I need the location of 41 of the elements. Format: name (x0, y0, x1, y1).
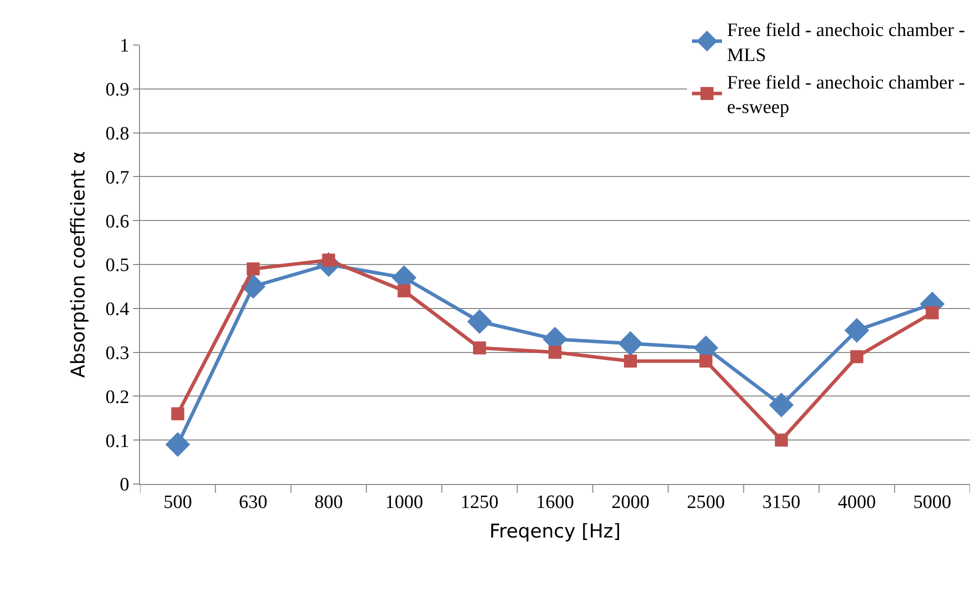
x-tick-label: 630 (238, 492, 268, 513)
point (171, 407, 184, 420)
y-tick-label: 0.2 (105, 386, 130, 408)
point (624, 354, 637, 368)
point (774, 434, 788, 447)
x-tick-label: 800 (314, 492, 343, 513)
x-tick-label: 5000 (913, 492, 952, 513)
y-tick-label: 0.4 (105, 299, 130, 320)
point (769, 392, 794, 418)
x-tick-label: 1000 (385, 492, 424, 513)
point (850, 350, 864, 364)
y-tick-label: 1 (120, 36, 130, 57)
legend-label: Free field - anechoic chamber - MLS (727, 20, 965, 66)
x-tick-label: 1600 (536, 492, 574, 513)
point (926, 306, 939, 320)
point (844, 318, 870, 343)
x-tick-label: 3150 (762, 492, 800, 513)
point (467, 309, 492, 334)
y-tick-label: 0.3 (105, 342, 130, 364)
x-tick-label: 2000 (611, 492, 650, 513)
y-tick-label: 0.5 (105, 255, 130, 276)
y-tick-label: 0.1 (105, 430, 130, 452)
point (548, 346, 562, 359)
y-axis-title: Absorption coefficient α (67, 151, 90, 378)
point (473, 341, 486, 354)
x-tick-label: 500 (163, 492, 192, 513)
x-tick-label: 2500 (686, 492, 725, 513)
point (246, 262, 260, 276)
legend-label: Free field - anechoic chamber - e-sweep (727, 72, 965, 118)
point (618, 331, 643, 356)
x-axis-title: Freqency [Hz] (489, 520, 621, 543)
y-tick-label: 0.9 (105, 80, 130, 101)
x-tick-label: 1250 (460, 492, 499, 513)
point (165, 432, 190, 457)
y-tick-label: 0.6 (105, 211, 130, 232)
point (398, 284, 411, 298)
y-tick-label: 0.7 (105, 167, 130, 188)
point (699, 354, 712, 368)
y-tick-label: 0.8 (105, 123, 130, 144)
y-tick-label: 0 (120, 474, 130, 496)
x-tick-label: 4000 (838, 492, 876, 513)
